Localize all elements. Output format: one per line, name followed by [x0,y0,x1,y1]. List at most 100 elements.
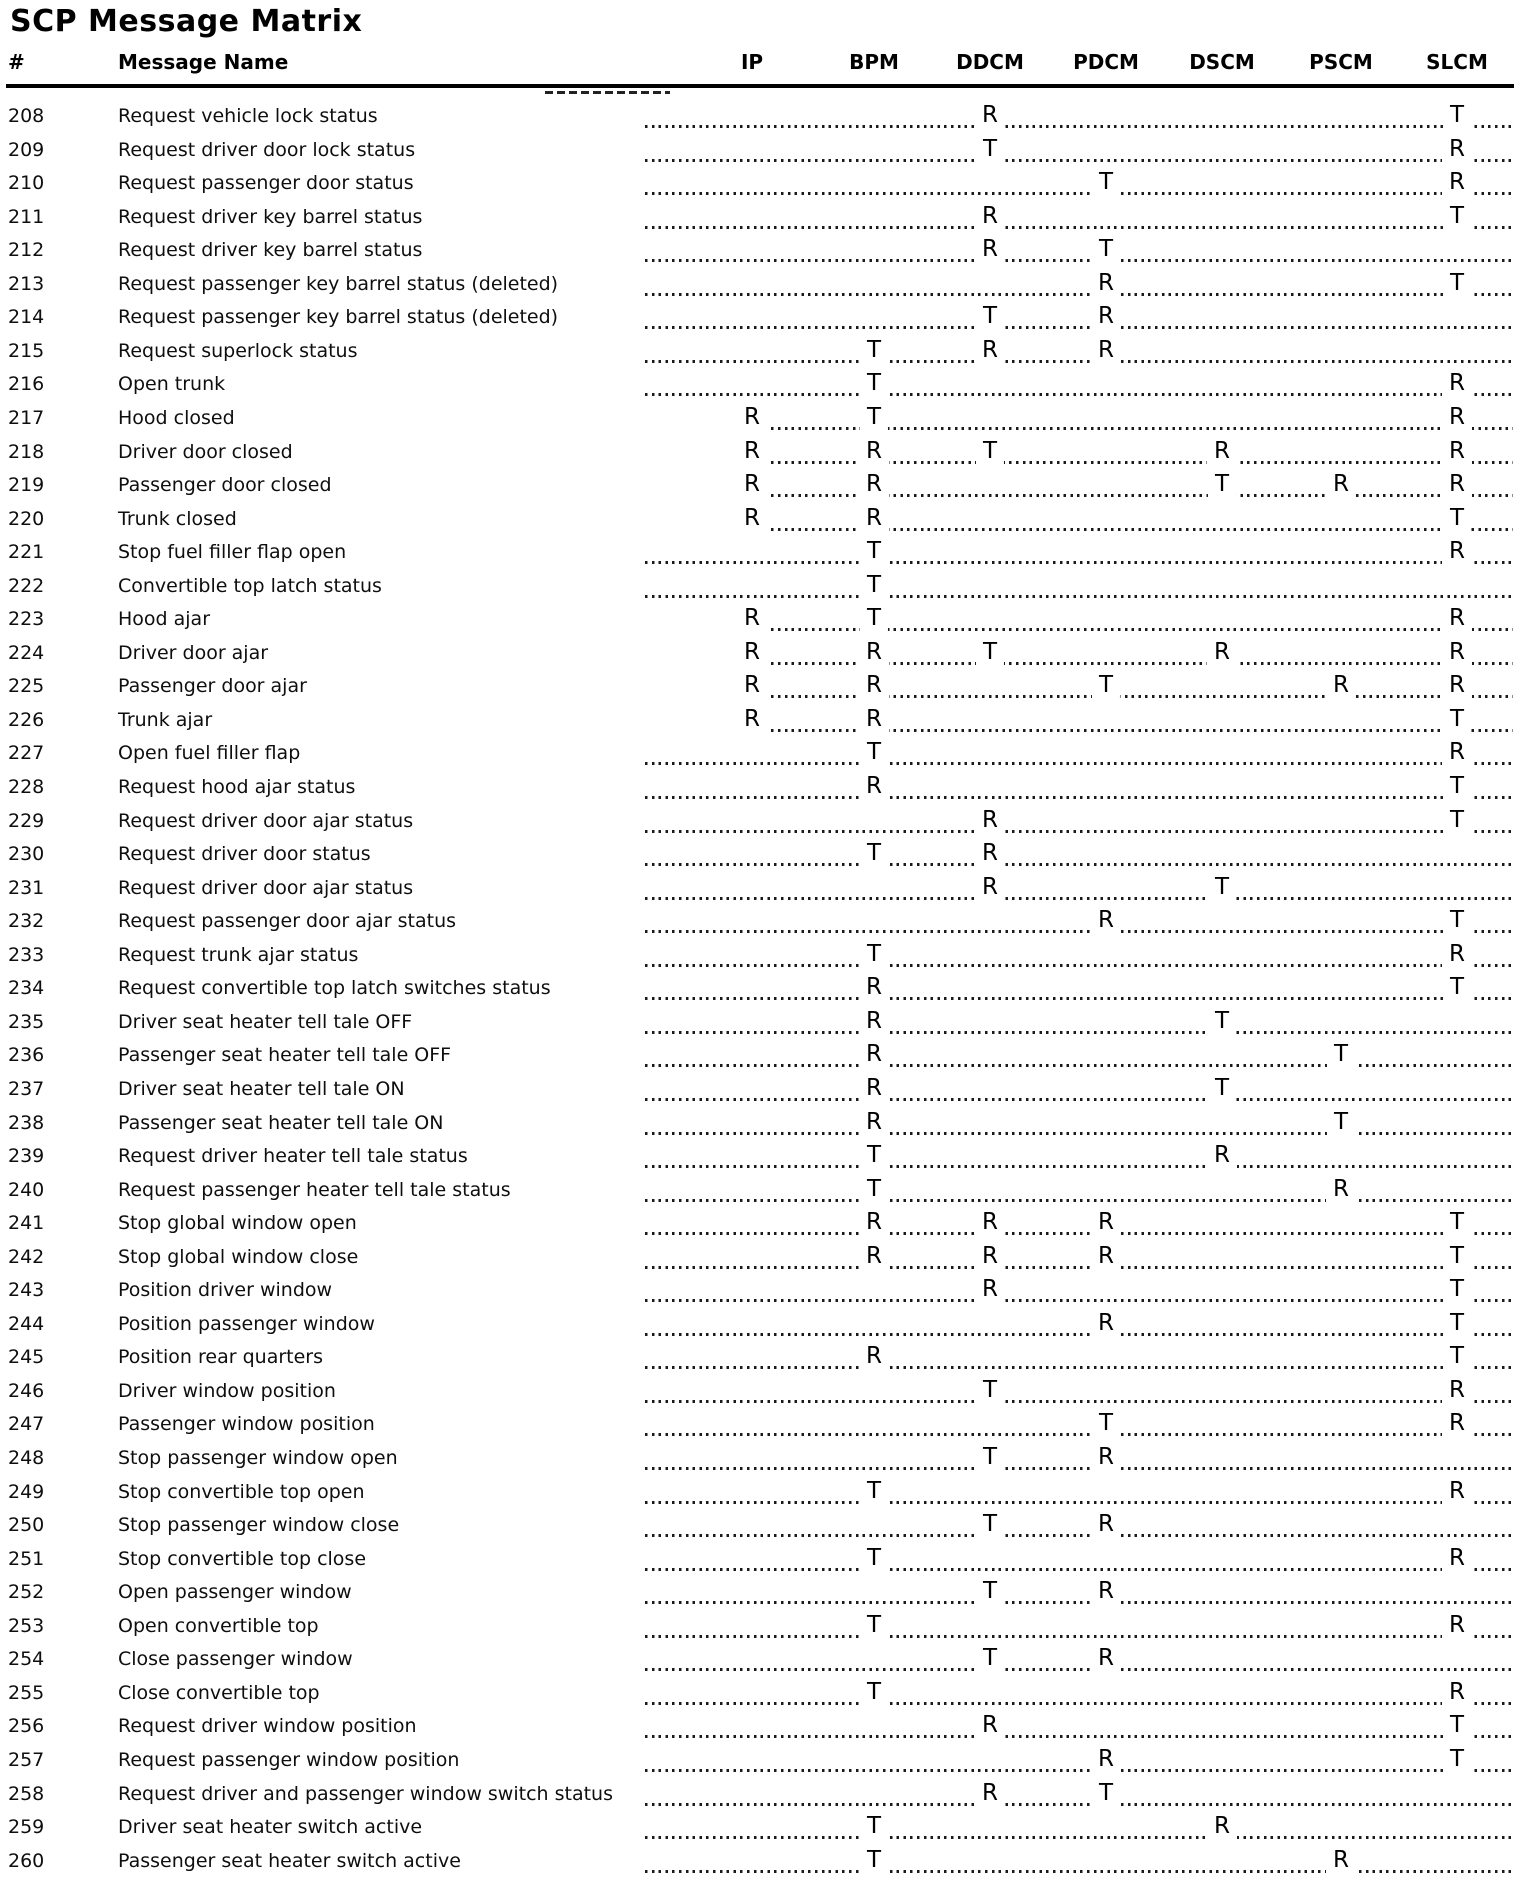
message-number: 212 [8,239,45,262]
dotted-leader [645,1534,1513,1538]
table-row: 211 Request driver key barrel status R T [0,200,1520,235]
matrix-letter-slcm: R [1442,536,1472,567]
message-name: Position driver window [118,1279,333,1302]
message-name: Request passenger heater tell tale statu… [118,1178,511,1201]
matrix-letter-pdcm: R [1091,1509,1121,1540]
matrix-letter-bpm: R [859,703,889,734]
matrix-letter-pdcm: T [1091,1777,1121,1808]
table-row: 249 Stop convertible top open T R [0,1475,1520,1510]
dotted-leader [744,695,1513,699]
matrix-letter-slcm: R [1442,636,1472,667]
dotted-leader [645,1768,1513,1772]
message-number: 210 [8,172,45,195]
message-number: 251 [8,1547,45,1570]
matrix-letter-bpm: T [859,1609,889,1640]
matrix-letter-pscm: R [1326,1844,1356,1875]
matrix-letter-ddcm: T [975,1576,1005,1607]
table-row: 244 Position passenger window R T [0,1307,1520,1342]
column-header-ip: IP [740,50,764,74]
message-name: Position passenger window [118,1312,375,1335]
dotted-leader [744,527,1513,531]
message-name: Hood ajar [118,608,211,631]
dotted-leader [645,1265,1513,1269]
matrix-letter-ddcm: R [975,334,1005,365]
dotted-leader [645,896,1513,900]
message-number: 227 [8,742,45,765]
message-name: Request driver door ajar status [118,809,414,832]
matrix-letter-slcm: R [1442,670,1472,701]
matrix-letter-slcm: T [1442,267,1472,298]
message-name: Passenger seat heater tell tale ON [118,1111,444,1134]
message-name: Request hood ajar status [118,776,356,798]
column-header-message-name: Message Name [118,50,289,74]
matrix-letter-slcm: R [1442,401,1472,432]
matrix-letter-dscm: R [1207,435,1237,466]
message-name: Driver door closed [118,440,293,463]
dotted-leader [645,192,1513,196]
table-row: 226 Trunk ajar R R T [0,703,1520,738]
matrix-letter-ip: R [737,603,767,634]
matrix-letter-bpm: T [859,1676,889,1707]
dotted-leader [645,1802,1513,1806]
matrix-letter-bpm: T [859,1173,889,1204]
dotted-leader [645,930,1513,934]
dotted-leader [645,1601,1513,1605]
table-row: 252 Open passenger window T R [0,1576,1520,1610]
table-row: 243 Position driver window R T [0,1274,1520,1308]
matrix-letter-dscm: T [1207,469,1237,499]
matrix-letter-bpm: R [859,1106,889,1137]
message-name: Driver window position [118,1379,336,1402]
matrix-letter-pscm: T [1326,1039,1356,1070]
message-name: Passenger window position [118,1413,375,1436]
message-number: 220 [8,507,45,530]
matrix-letter-pdcm: T [1091,670,1121,701]
matrix-letter-slcm: T [1442,502,1472,533]
column-header-ddcm: DDCM [956,50,1024,74]
matrix-letter-bpm: T [859,737,889,768]
message-number: 233 [8,943,45,966]
matrix-letter-bpm: R [859,1005,889,1036]
table-row: 223 Hood ajar R T R [0,603,1520,637]
table-row: 221 Stop fuel filler flap open T R [0,536,1520,570]
message-name: Passenger seat heater switch active [118,1849,461,1872]
table-row: 233 Request trunk ajar status T R [0,938,1520,973]
table-row: 250 Stop passenger window close T R [0,1509,1520,1543]
matrix-letter-bpm: T [859,1811,889,1841]
table-row: 210 Request passenger door status T R [0,167,1520,201]
message-number: 234 [8,977,45,1000]
scan-artifact-dashes [545,91,670,94]
matrix-letter-dscm: R [1207,1140,1237,1170]
dotted-leader [645,1232,1513,1236]
message-number: 239 [8,1145,45,1167]
table-row: 248 Stop passenger window open T R [0,1442,1520,1476]
message-name: Stop global window open [118,1212,357,1235]
table-row: 257 Request passenger window position R T [0,1743,1520,1778]
message-number: 224 [8,641,45,664]
message-name: Request passenger door status [118,172,414,195]
message-name: Passenger door closed [118,474,332,496]
matrix-letter-pdcm: R [1091,1240,1121,1271]
matrix-letter-pscm: R [1326,1173,1356,1204]
matrix-letter-pdcm: R [1091,1743,1121,1774]
table-row: 231 Request driver door ajar status R T [0,871,1520,906]
matrix-letter-dscm: R [1207,1811,1237,1841]
matrix-letter-pdcm: R [1091,1576,1121,1607]
message-number: 243 [8,1279,45,1302]
matrix-letter-slcm: T [1442,905,1472,936]
matrix-letter-ddcm: T [975,1442,1005,1472]
matrix-letter-ip: R [737,636,767,667]
dotted-leader [645,1668,1513,1672]
header-rule [6,84,1514,88]
matrix-letter-ddcm: T [975,133,1005,164]
matrix-letter-slcm: R [1442,1676,1472,1707]
matrix-letter-pscm: R [1326,670,1356,701]
message-number: 219 [8,474,45,496]
matrix-letter-ddcm: R [975,1240,1005,1271]
message-name: Stop passenger window open [118,1447,398,1469]
dotted-leader [645,1165,1513,1168]
message-name: Stop passenger window close [118,1514,400,1537]
message-name: Driver seat heater tell tale ON [118,1077,405,1100]
message-name: Stop convertible top open [118,1480,365,1503]
table-row: 214 Request passenger key barrel status (… [0,301,1520,335]
matrix-letter-slcm: R [1442,1542,1472,1573]
